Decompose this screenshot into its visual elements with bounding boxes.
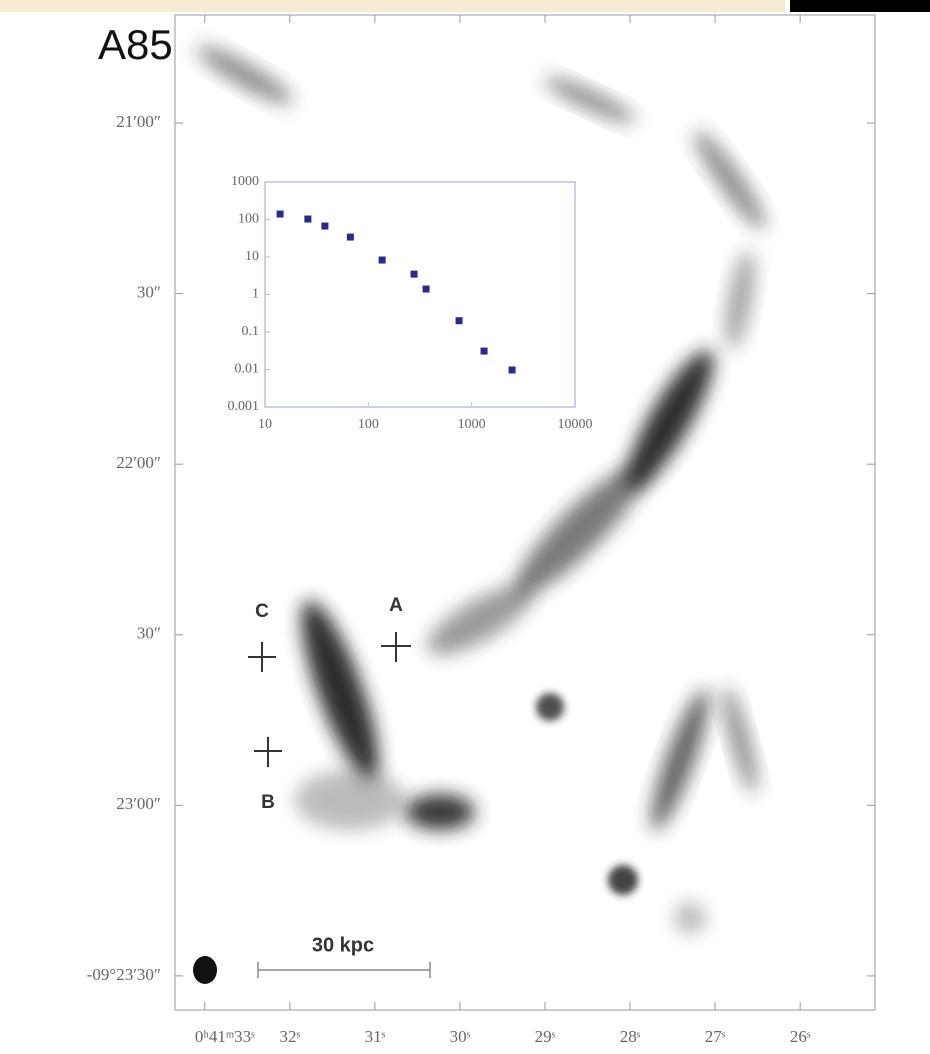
data-point xyxy=(480,347,488,355)
inset-y-tick-label: 100 xyxy=(238,212,259,227)
annotation: C xyxy=(255,601,269,622)
inset-x-tick-label: 100 xyxy=(358,417,379,432)
x-tick-label: 27ˢ xyxy=(705,1027,726,1046)
data-point xyxy=(321,222,329,230)
data-point xyxy=(304,215,312,223)
x-tick-label: 0ʰ41ᵐ33ˢ xyxy=(195,1027,255,1046)
y-tick-label: 30″ xyxy=(137,624,161,643)
inset-y-tick-label: 1 xyxy=(252,287,259,302)
inset-y-tick-label: 0.1 xyxy=(242,324,260,339)
inset-y-tick-label: 0.001 xyxy=(228,399,260,414)
inset-y-tick-label: 1000 xyxy=(231,174,259,189)
x-tick-label: 30ˢ xyxy=(450,1027,471,1046)
x-tick-label: 26ˢ xyxy=(790,1027,811,1046)
data-point xyxy=(508,366,516,374)
inset-y-tick-label: 10 xyxy=(245,249,259,264)
x-tick-label: 31ˢ xyxy=(365,1027,386,1046)
top-bar-dark xyxy=(790,0,930,12)
y-tick-label: 23′00″ xyxy=(116,794,161,813)
top-bar xyxy=(0,0,785,12)
data-point xyxy=(346,233,354,241)
source-markers xyxy=(248,632,431,978)
annotation: B xyxy=(261,792,275,813)
inset-y-tick-label: 0.01 xyxy=(235,362,260,377)
inset-x-tick-label: 10 xyxy=(258,417,272,432)
data-point xyxy=(276,210,284,218)
chart-title: A85 xyxy=(98,21,173,68)
x-tick-label: 28ˢ xyxy=(620,1027,641,1046)
beam xyxy=(193,956,217,984)
x-tick-label: 32ˢ xyxy=(280,1027,301,1046)
data-point xyxy=(410,270,418,278)
y-tick-label: 21′00″ xyxy=(116,112,161,131)
y-tick-label: -09°23′30″ xyxy=(87,965,161,984)
map-frame xyxy=(174,14,876,1011)
x-tick-label: 29ˢ xyxy=(535,1027,556,1046)
annotation: 30 kpc xyxy=(312,934,374,956)
inset-x-tick-label: 1000 xyxy=(458,417,486,432)
annotation: A xyxy=(389,595,403,616)
data-point xyxy=(422,285,430,293)
radio-emission xyxy=(196,45,766,934)
y-tick-label: 22′00″ xyxy=(116,453,161,472)
data-point xyxy=(455,317,463,325)
y-tick-label: 30″ xyxy=(137,283,161,302)
inset-x-tick-label: 10000 xyxy=(558,417,593,432)
data-point xyxy=(378,256,386,264)
inset-frame xyxy=(264,181,576,408)
